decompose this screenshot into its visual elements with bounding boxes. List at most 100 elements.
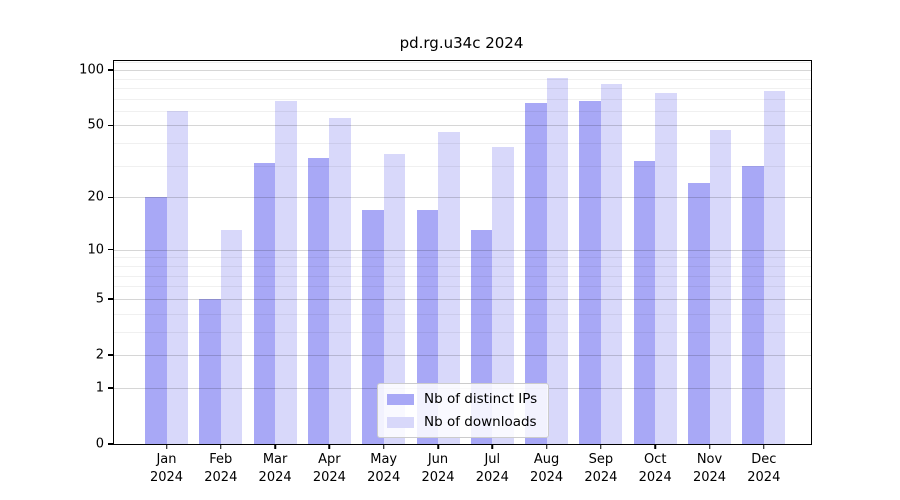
x-tick-mark [708, 444, 711, 449]
gridline-major [114, 70, 811, 72]
x-axis-tick-label: Feb 2024 [189, 451, 253, 487]
y-axis-tick-label: 1 [95, 380, 104, 396]
bar-distinct-ips [199, 298, 221, 444]
legend-swatch-downloads [387, 416, 414, 428]
bar-downloads [546, 77, 569, 444]
bar-distinct-ips [742, 165, 764, 444]
chart-title: pd.rg.u34c 2024 [399, 34, 524, 52]
bar-distinct-ips [633, 160, 656, 444]
gridline-minor [114, 143, 811, 145]
x-axis-tick-label: Sep 2024 [569, 451, 633, 487]
bar-downloads [655, 93, 677, 444]
bar-downloads [166, 110, 188, 444]
y-tick-mark [108, 387, 114, 389]
x-axis-tick-label: Jan 2024 [135, 451, 199, 487]
y-tick-mark [108, 196, 114, 199]
bar-distinct-ips [145, 197, 167, 444]
x-tick-month: Nov [696, 452, 723, 467]
y-tick-mark [108, 298, 114, 300]
y-axis-tick-label: 10 [87, 242, 104, 258]
bar-distinct-ips [253, 163, 276, 444]
legend: Nb of distinct IPs Nb of downloads [377, 383, 550, 438]
gridline-minor [114, 265, 811, 267]
x-axis-tick-label: Dec 2024 [732, 451, 796, 487]
x-tick-year: 2024 [421, 470, 455, 485]
y-axis-tick-label: 5 [95, 291, 104, 307]
y-tick-mark [108, 124, 114, 127]
y-tick-mark [108, 354, 114, 356]
x-axis-tick-label: Jun 2024 [406, 451, 470, 487]
y-axis-tick-label: 2 [95, 347, 104, 363]
bar-downloads [709, 130, 731, 444]
x-tick-year: 2024 [692, 470, 727, 485]
legend-item-downloads: Nb of downloads [387, 414, 537, 430]
y-axis-tick-label: 0 [95, 436, 104, 452]
gridline-minor [114, 257, 811, 259]
bar-downloads [383, 153, 406, 444]
x-tick-year: 2024 [475, 470, 509, 485]
x-axis-tick-label: Aug 2024 [515, 451, 579, 487]
x-tick-mark [165, 444, 168, 449]
x-tick-year: 2024 [258, 470, 292, 485]
x-tick-year: 2024 [367, 470, 401, 485]
y-tick-mark [108, 69, 114, 71]
x-axis-tick-label: May 2024 [352, 451, 416, 487]
bar-downloads [329, 117, 351, 444]
gridline-minor [114, 110, 811, 112]
x-tick-month: May [370, 452, 398, 467]
gridline-major [114, 197, 811, 199]
x-tick-month: Apr [318, 452, 341, 467]
x-tick-mark [382, 444, 385, 449]
y-tick-mark [108, 443, 114, 445]
gridline-major [114, 354, 811, 356]
gridline-minor [114, 286, 811, 288]
x-tick-year: 2024 [638, 470, 672, 485]
x-tick-year: 2024 [204, 470, 238, 485]
x-tick-month: Sep [588, 452, 614, 467]
bar-downloads [275, 100, 297, 444]
x-tick-month: Mar [262, 452, 288, 467]
bar-distinct-ips [688, 183, 710, 444]
legend-item-distinct-ips: Nb of distinct IPs [387, 391, 537, 407]
x-tick-mark [437, 444, 439, 449]
bar-downloads [763, 91, 786, 444]
x-tick-mark [763, 444, 765, 449]
x-axis-tick-label: Mar 2024 [243, 451, 307, 487]
x-tick-mark [220, 444, 222, 449]
gridline-minor [114, 165, 811, 167]
gridline-minor [114, 87, 811, 89]
x-tick-mark [600, 444, 602, 449]
gridline-minor [114, 78, 811, 80]
y-axis-tick-label: 100 [79, 62, 104, 78]
x-tick-mark [491, 444, 494, 449]
x-tick-year: 2024 [312, 470, 346, 485]
axes-layer: Jan 2024 Feb 2024 Mar 2024 Apr 2024 May 2024 Jun 20… [79, 61, 811, 485]
x-tick-mark [328, 444, 331, 449]
legend-swatch-distinct-ips [387, 393, 414, 405]
x-axis-tick-label: Jul 2024 [460, 451, 524, 487]
x-tick-month: Feb [209, 452, 233, 467]
bar-distinct-ips [579, 100, 601, 444]
x-tick-month: Oct [643, 452, 667, 467]
gridline-major [114, 249, 811, 251]
bars-layer [114, 61, 811, 444]
bar-downloads [220, 230, 243, 444]
x-tick-year: 2024 [584, 470, 618, 485]
bar-downloads [600, 84, 623, 444]
x-axis-tick-label: Nov 2024 [678, 451, 742, 487]
y-axis-tick-label: 20 [87, 189, 104, 205]
x-tick-month: Dec [751, 452, 777, 467]
x-tick-month: Jun [427, 452, 449, 467]
gridline-minor [114, 98, 811, 100]
x-tick-year: 2024 [530, 470, 564, 485]
x-tick-mark [545, 444, 548, 449]
x-tick-month: Aug [533, 452, 560, 467]
bar-downloads [492, 147, 514, 444]
y-tick-mark [108, 248, 114, 251]
x-tick-mark [654, 444, 656, 449]
gridline-minor [114, 313, 811, 315]
y-axis-tick-label: 50 [87, 117, 104, 133]
bar-distinct-ips [525, 103, 547, 444]
x-tick-year: 2024 [747, 470, 781, 485]
